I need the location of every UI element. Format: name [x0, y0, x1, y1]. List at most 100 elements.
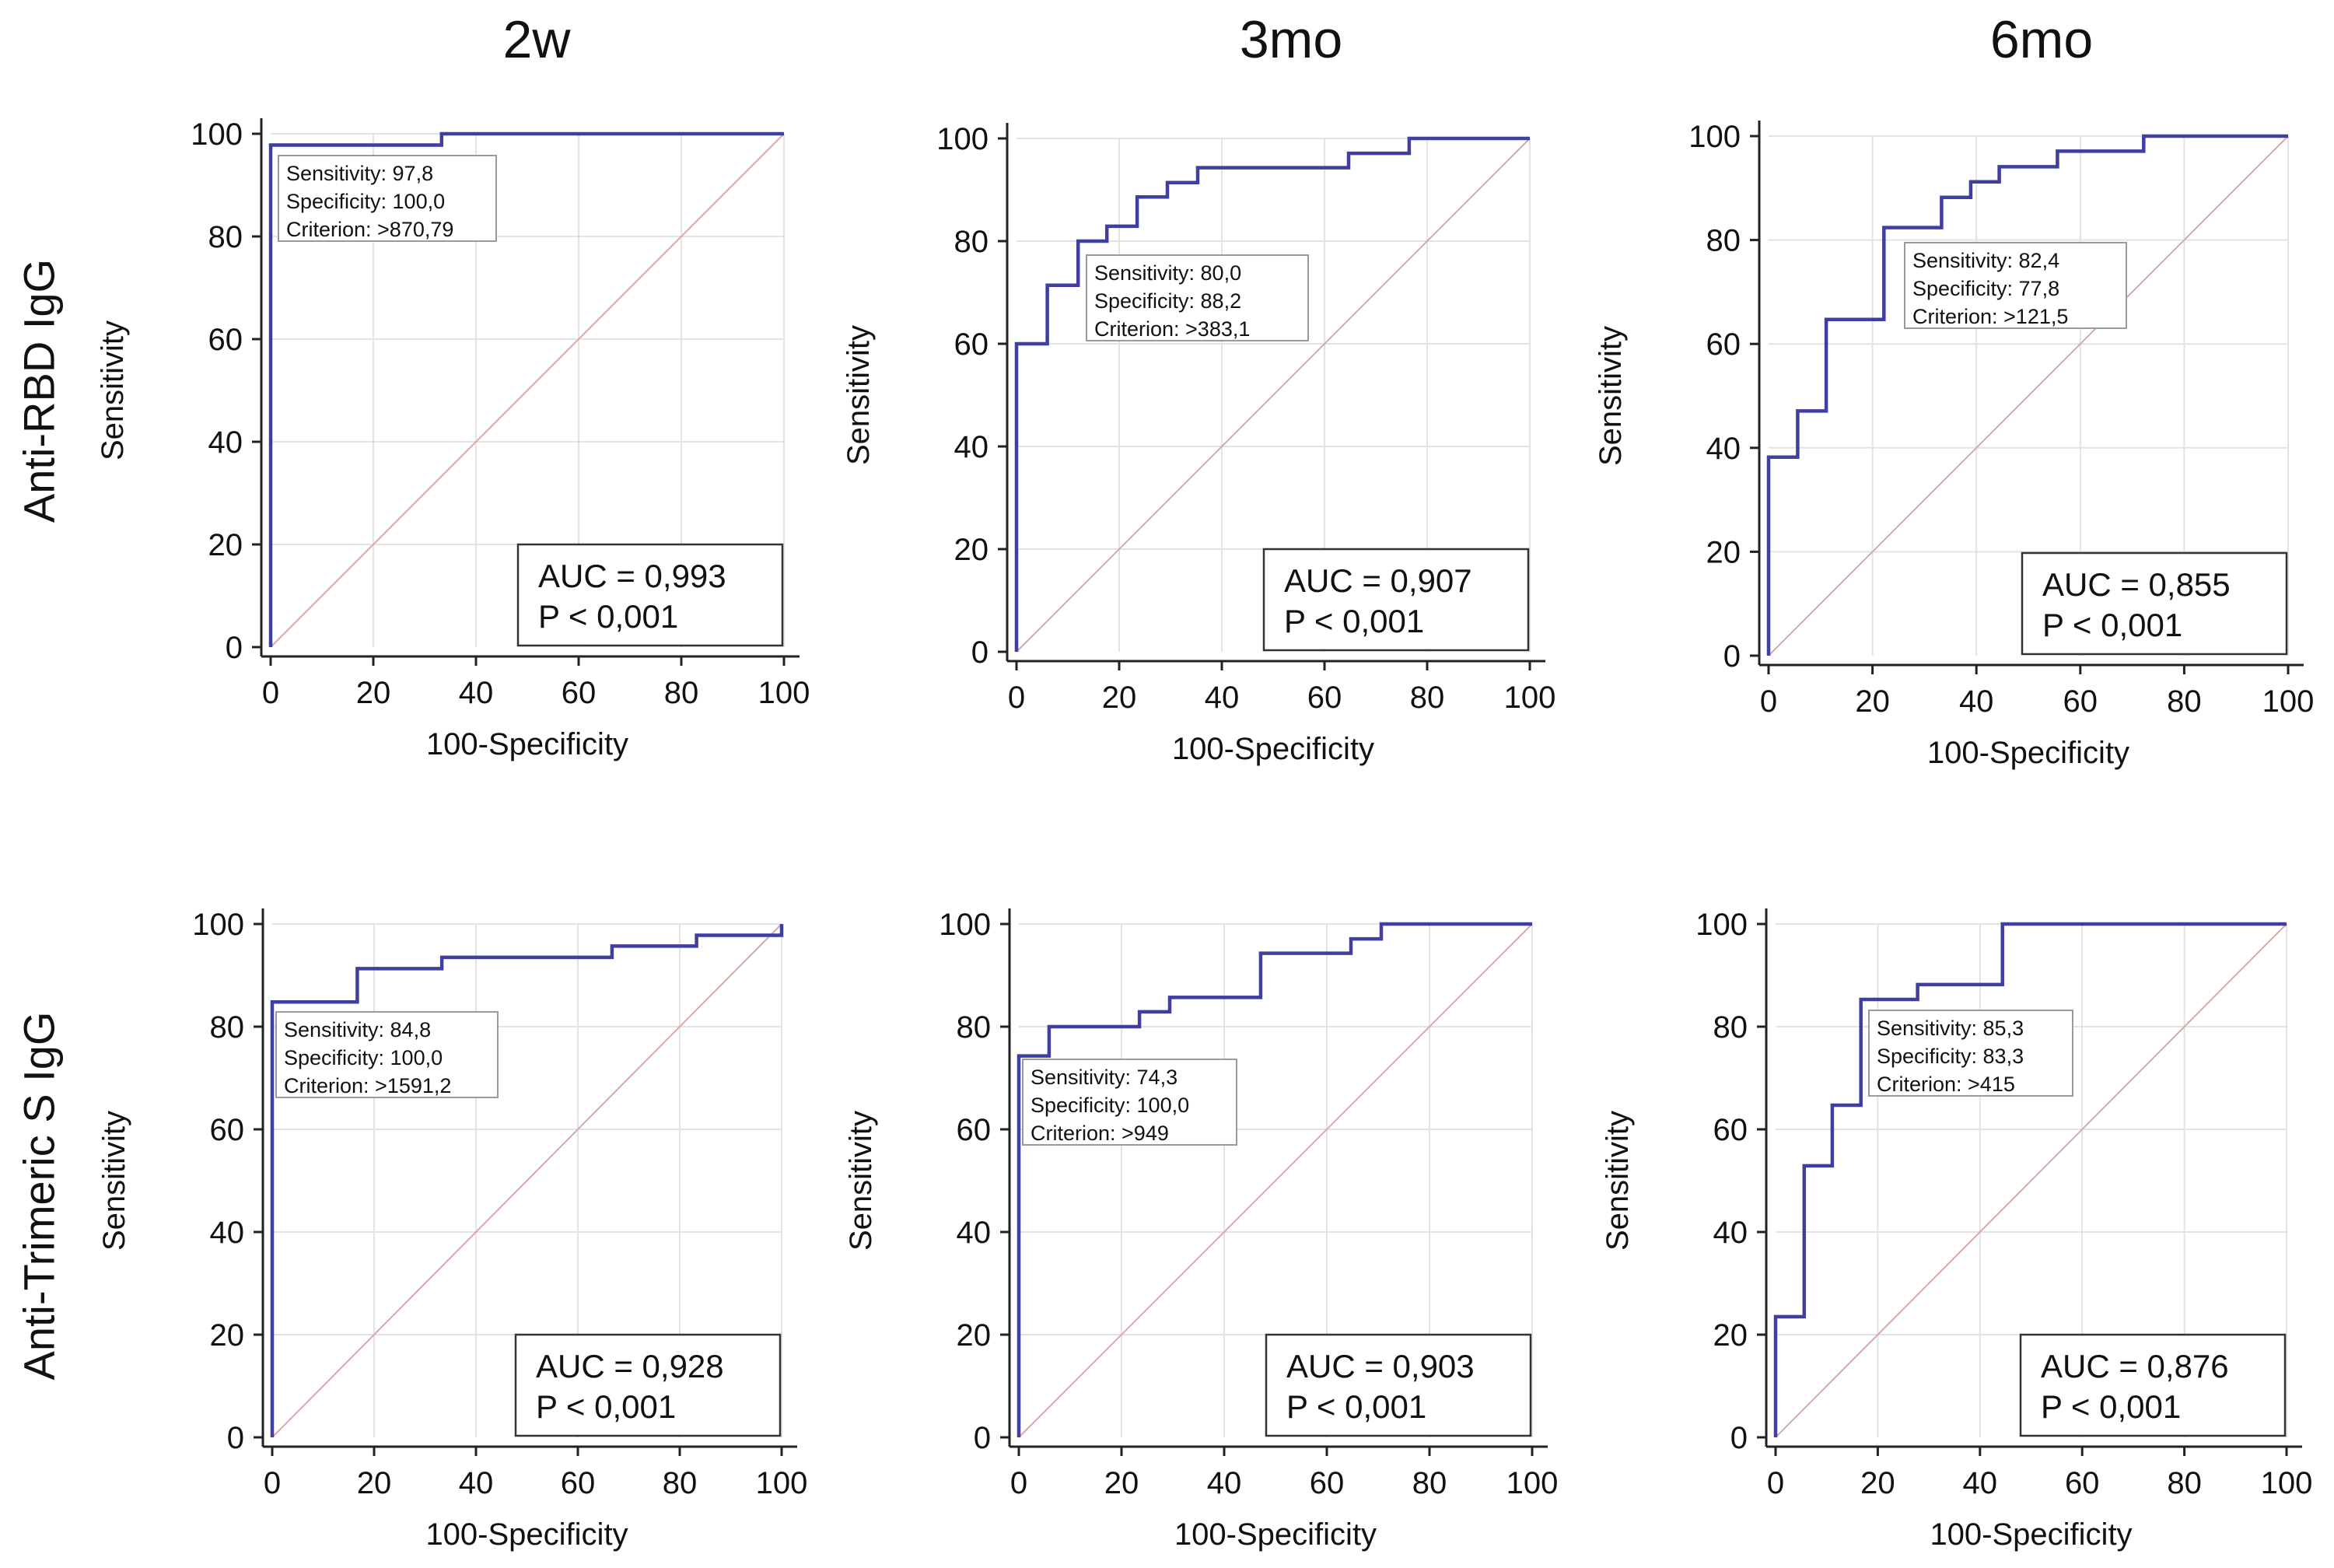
criterion-label-line: Criterion: >870,79: [286, 218, 453, 241]
y-tick-label: 0: [227, 1421, 244, 1455]
auc-value-text: AUC = 0,907: [1284, 562, 1472, 599]
criterion-label-line: Sensitivity: 74,3: [1031, 1066, 1177, 1089]
y-tick-label: 60: [1713, 1113, 1748, 1147]
y-tick-label: 80: [957, 1010, 992, 1045]
criterion-label-line: Specificity: 100,0: [284, 1046, 443, 1069]
roc-panel-2: 0 20 40 60 80 100 0 20 40 60 80 100 100-Specificity S…: [842, 122, 1555, 766]
x-tick-label: 60: [1310, 1466, 1345, 1500]
y-tick-label: 100: [191, 117, 243, 152]
criterion-label-line: Criterion: >1591,2: [284, 1074, 451, 1097]
x-tick-label: 20: [1102, 681, 1137, 715]
y-tick-label: 100: [1695, 908, 1748, 942]
x-axis-title: 100-Specificity: [1172, 732, 1374, 766]
x-tick-label: 20: [357, 1466, 392, 1500]
y-axis-title: Sensitivity: [1594, 326, 1628, 466]
x-tick-label: 0: [1767, 1466, 1784, 1500]
y-tick-label: 0: [1730, 1421, 1748, 1455]
roc-curve: [1766, 134, 2288, 656]
x-tick-label: 80: [1412, 1466, 1447, 1500]
y-tick-label: 20: [954, 533, 989, 567]
criterion-label-line: Sensitivity: 80,0: [1094, 261, 1241, 285]
x-tick-label: 0: [1010, 1466, 1027, 1500]
criterion-label-line: Sensitivity: 82,4: [1912, 249, 2059, 272]
criterion-label-line: Specificity: 100,0: [1031, 1094, 1189, 1117]
x-tick-label: 20: [1855, 684, 1890, 719]
criterion-label-line: Criterion: >121,5: [1912, 305, 2068, 328]
column-title-3mo: 3mo: [1239, 10, 1343, 69]
y-axis-title: Sensitivity: [844, 1111, 878, 1251]
reference-diagonal-line: [1016, 138, 1531, 653]
criterion-label-line: Criterion: >383,1: [1094, 317, 1250, 341]
auc-value-text: AUC = 0,928: [536, 1348, 724, 1384]
roc-curve: [268, 131, 784, 647]
roc-panel-3: 0 20 40 60 80 100 0 20 40 60 80 100 100-Specificity S…: [1594, 120, 2314, 770]
roc-panel-5: 0 20 40 60 80 100 0 20 40 60 80 100 100-Specificity S…: [844, 908, 1558, 1552]
auc-stats-box: [514, 1333, 782, 1437]
reference-diagonal-line: [1768, 135, 2289, 656]
auc-value-text: AUC = 0,993: [538, 558, 726, 594]
x-tick-label: 100: [1504, 681, 1556, 715]
x-tick-label: 60: [562, 676, 597, 710]
roc-curve: [270, 924, 784, 1437]
x-tick-label: 40: [1205, 681, 1240, 715]
p-value-text: P < 0,001: [538, 598, 678, 635]
y-tick-label: 20: [1706, 535, 1741, 569]
x-axis-title: 100-Specificity: [426, 727, 628, 761]
y-tick-label: 40: [1713, 1216, 1748, 1250]
y-tick-label: 40: [957, 1216, 992, 1250]
y-tick-label: 80: [954, 225, 989, 259]
criterion-label-box: [1904, 242, 2127, 329]
x-tick-label: 60: [2063, 684, 2098, 719]
y-axis-title: Sensitivity: [1601, 1111, 1635, 1251]
x-tick-label: 40: [1959, 684, 1994, 719]
x-tick-label: 80: [2167, 684, 2202, 719]
x-tick-label: 100: [2262, 684, 2315, 719]
auc-value-text: AUC = 0,903: [1286, 1348, 1475, 1384]
y-tick-label: 40: [208, 425, 243, 460]
y-tick-label: 80: [1713, 1010, 1748, 1045]
x-tick-label: 60: [1307, 681, 1342, 715]
p-value-text: P < 0,001: [536, 1388, 676, 1425]
roc-panel-1: 0 20 40 60 80 100 0 20 40 60 80 100 100-Specificity S…: [96, 117, 810, 761]
roc-curve: [1017, 922, 1532, 1437]
x-tick-label: 100: [758, 676, 810, 710]
p-value-text: P < 0,001: [2041, 1388, 2181, 1425]
x-axis-title: 100-Specificity: [425, 1517, 628, 1552]
y-tick-label: 100: [936, 122, 989, 156]
y-tick-label: 80: [1706, 224, 1741, 258]
x-tick-label: 40: [459, 676, 494, 710]
y-tick-label: 20: [1713, 1318, 1748, 1353]
criterion-label-box: [1868, 1010, 2073, 1097]
y-tick-label: 100: [1688, 120, 1741, 154]
auc-stats-box: [516, 543, 784, 647]
x-tick-label: 20: [1104, 1466, 1139, 1500]
y-tick-label: 0: [971, 635, 989, 670]
y-tick-label: 20: [957, 1318, 992, 1353]
column-title-6mo: 6mo: [1989, 10, 2094, 69]
y-tick-label: 60: [210, 1113, 245, 1147]
x-tick-label: 0: [262, 676, 279, 710]
y-axis-title: Sensitivity: [96, 320, 130, 460]
x-tick-label: 100: [2261, 1466, 2313, 1500]
reference-diagonal-line: [1775, 923, 2287, 1438]
x-tick-label: 100: [756, 1466, 808, 1500]
roc-curve: [1014, 136, 1530, 652]
criterion-label-line: Sensitivity: 84,8: [284, 1018, 431, 1041]
criterion-label-box: [278, 155, 497, 242]
x-tick-label: 80: [2167, 1466, 2202, 1500]
y-axis-title: Sensitivity: [842, 325, 876, 465]
reference-diagonal-line: [270, 133, 785, 648]
y-tick-label: 40: [954, 430, 989, 464]
roc-curve: [1773, 922, 2287, 1437]
criterion-label-line: Sensitivity: 97,8: [286, 162, 433, 185]
x-tick-label: 40: [459, 1466, 494, 1500]
column-title-2w: 2w: [502, 10, 571, 69]
y-tick-label: 0: [1723, 639, 1741, 674]
x-tick-label: 40: [1963, 1466, 1998, 1500]
criterion-label-line: Specificity: 100,0: [286, 190, 445, 213]
x-axis-title: 100-Specificity: [1174, 1517, 1377, 1552]
criterion-label-line: Criterion: >415: [1877, 1073, 2015, 1096]
y-tick-label: 40: [210, 1216, 245, 1250]
